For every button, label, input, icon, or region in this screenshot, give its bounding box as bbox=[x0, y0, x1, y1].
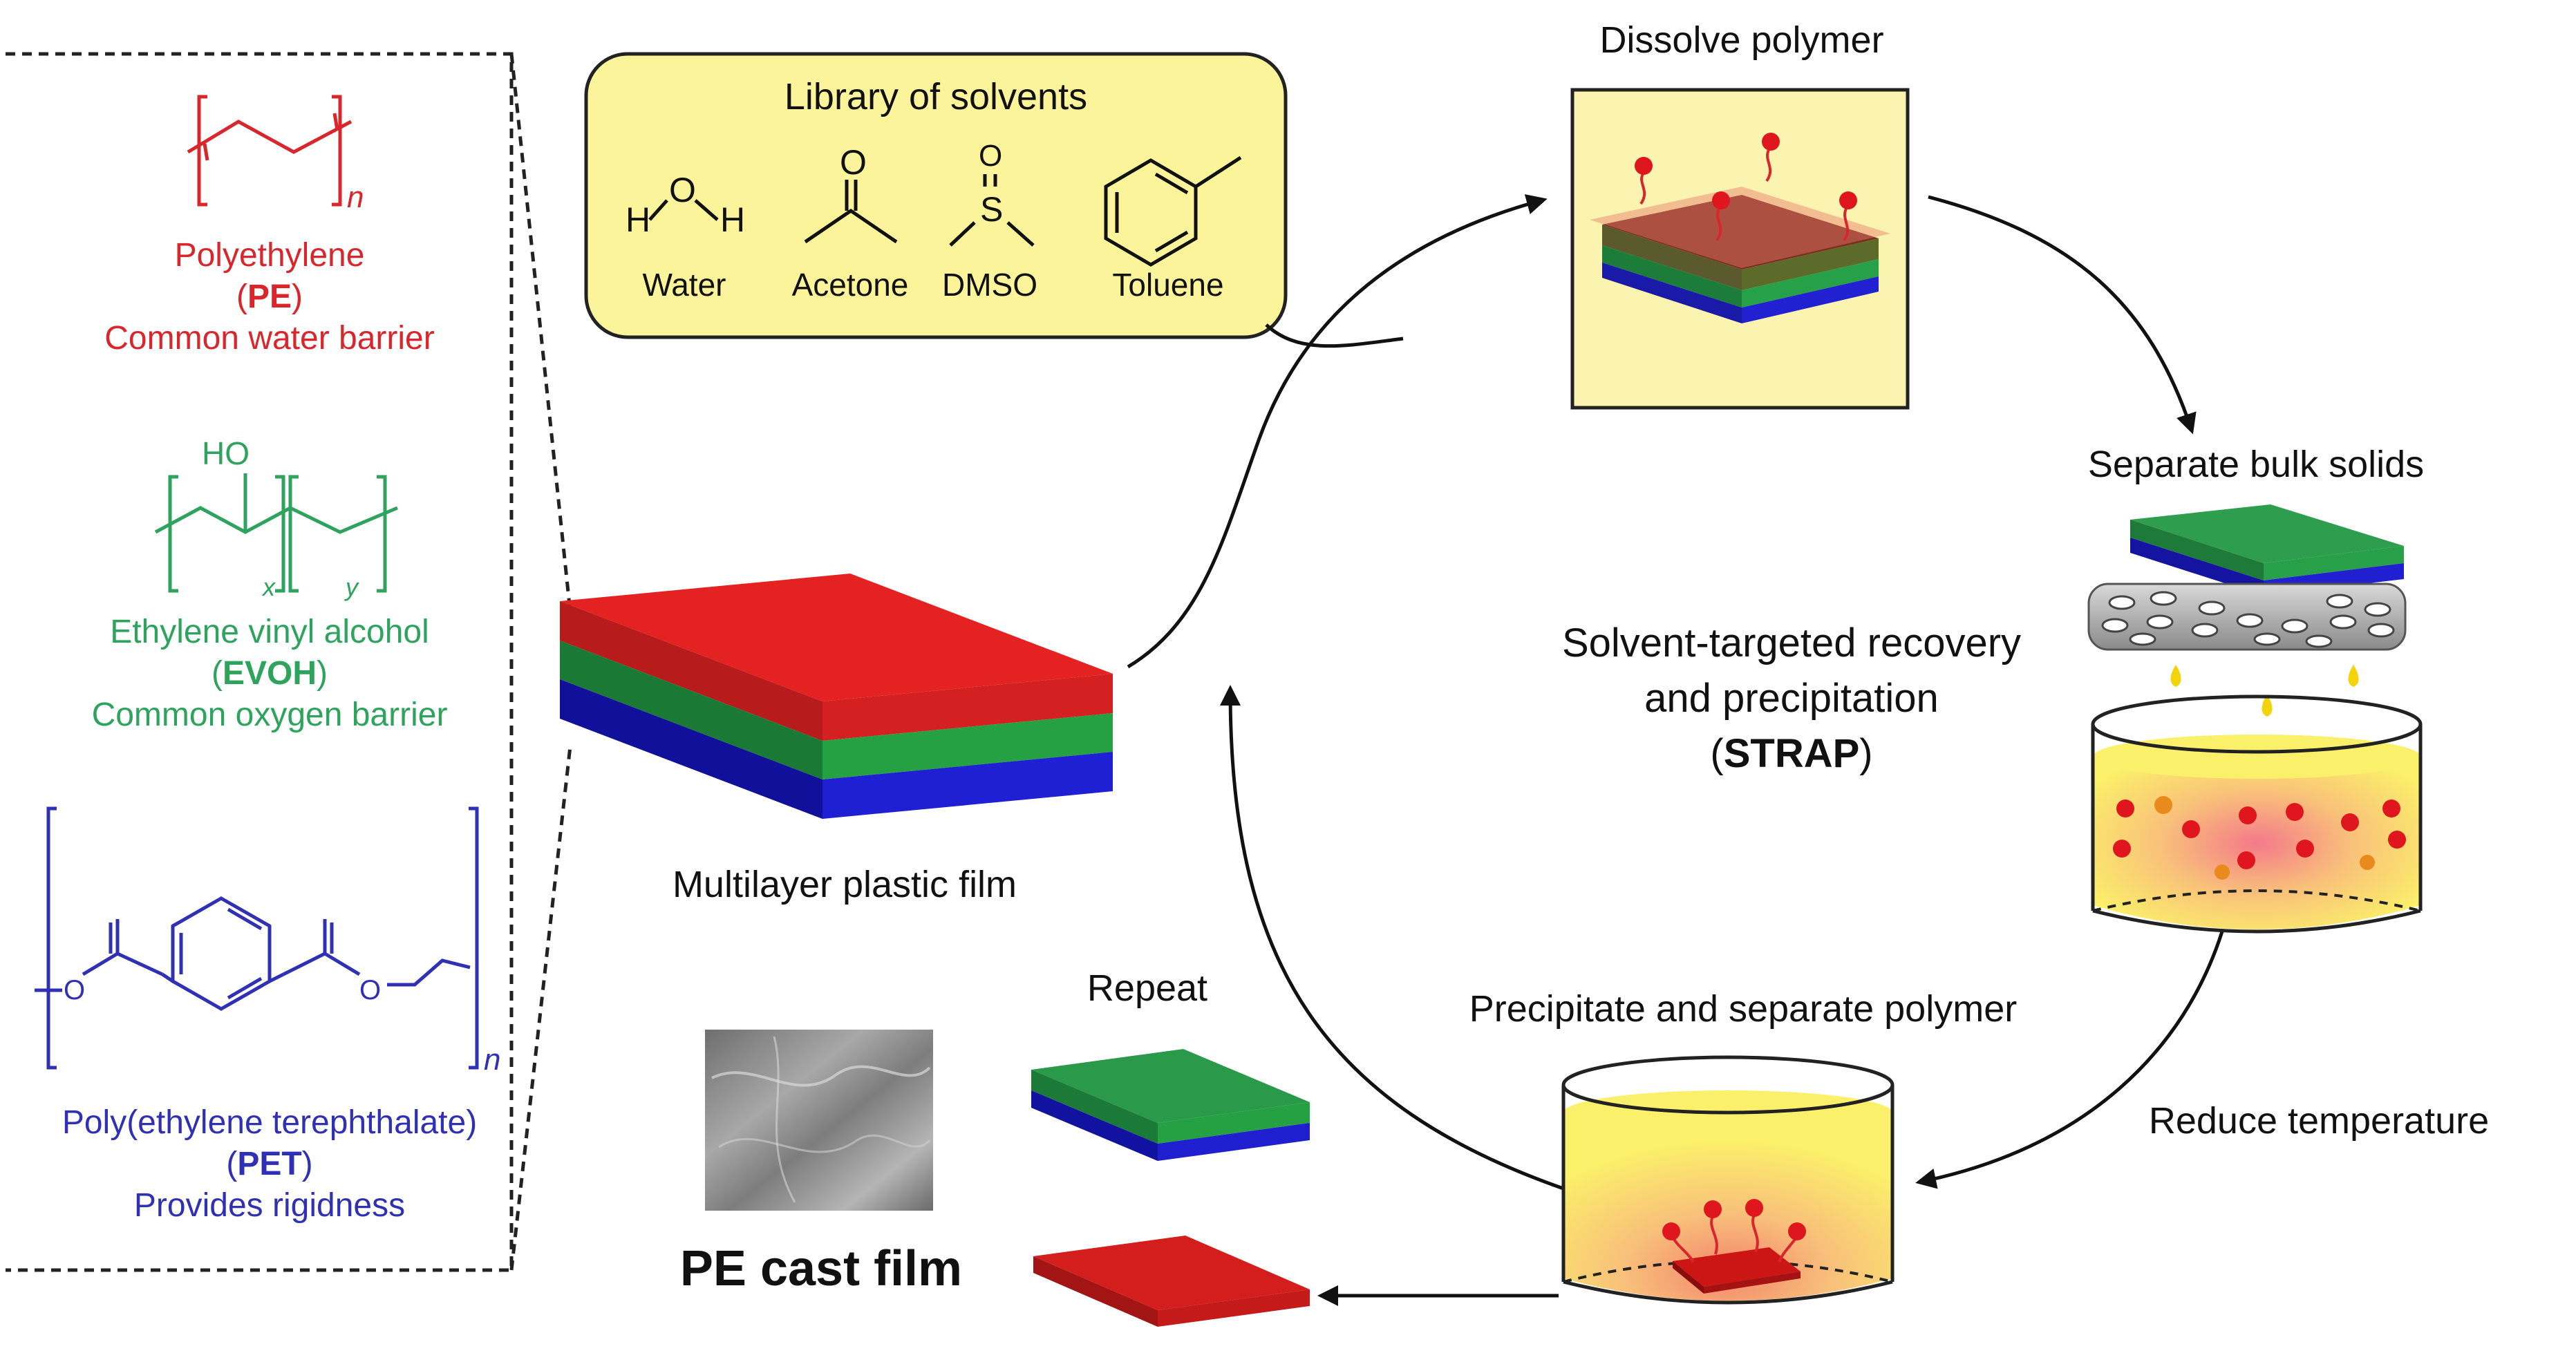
remaining-evoh-pet-film bbox=[1031, 1049, 1310, 1161]
legend-dashed-border bbox=[6, 52, 514, 1272]
strap-line-3: (STRAP) bbox=[1710, 731, 1872, 776]
hot-bath-liquid bbox=[2093, 757, 2420, 929]
polymer-legend-panel: n Polyethylene (PE) Common water barrier… bbox=[6, 52, 572, 1272]
water-label: Water bbox=[643, 267, 726, 303]
evoh-sub-x: x bbox=[261, 573, 276, 601]
pet-oxygen-left: O bbox=[64, 975, 85, 1005]
solvent-library-box bbox=[584, 52, 1288, 339]
arrow-solvent-connector bbox=[1265, 323, 1404, 348]
pe-subscript: n bbox=[347, 180, 364, 214]
strap-line-1: Solvent-targeted recovery bbox=[1562, 621, 2021, 665]
step-separate-label: Separate bulk solids bbox=[2088, 444, 2424, 485]
dmso-label: DMSO bbox=[942, 267, 1037, 303]
arrow-film-to-dissolve bbox=[1127, 194, 1548, 669]
acetone-label: Acetone bbox=[792, 267, 909, 303]
film-label: Multilayer plastic film bbox=[673, 864, 1017, 905]
evoh-abbr-line: (EVOH) bbox=[211, 655, 328, 692]
water-molecule: H O H bbox=[626, 171, 745, 239]
evoh-sub-y: y bbox=[344, 573, 359, 601]
evoh-name: Ethylene vinyl alcohol bbox=[110, 614, 429, 650]
pe-cast-film-label: PE cast film bbox=[680, 1241, 962, 1296]
arrow-reduce-temperature bbox=[1915, 931, 2224, 1189]
solvent-library: Library of solvents H O H Water O Aceton… bbox=[584, 52, 1288, 339]
callout-line-bottom bbox=[509, 746, 572, 1271]
multilayer-film bbox=[560, 574, 1113, 819]
svg-text:S: S bbox=[980, 190, 1003, 229]
svg-text:O: O bbox=[669, 171, 696, 209]
dmso-molecule bbox=[949, 174, 1035, 247]
precipitate-panel bbox=[1561, 1055, 1895, 1305]
evoh-hydroxyl: HO bbox=[202, 435, 250, 471]
dissolving-pe-layer bbox=[1590, 187, 1890, 268]
evoh-structure bbox=[154, 473, 398, 593]
toluene-label: Toluene bbox=[1112, 267, 1223, 303]
recovered-pe-film bbox=[1033, 1236, 1310, 1327]
step-repeat-label: Repeat bbox=[1087, 967, 1207, 1009]
pet-name: Poly(ethylene terephthalate) bbox=[62, 1104, 477, 1141]
separate-panel bbox=[2087, 504, 2423, 934]
cycle-arrows bbox=[1127, 194, 2224, 1306]
evoh-role: Common oxygen barrier bbox=[92, 697, 448, 733]
pe-abbr-line: (PE) bbox=[236, 278, 303, 315]
pet-subscript: n bbox=[484, 1043, 500, 1077]
pe-cast-film-photo bbox=[705, 1030, 933, 1211]
pe-structure bbox=[187, 95, 352, 207]
pe-role: Common water barrier bbox=[104, 320, 434, 357]
dissolve-panel bbox=[1570, 88, 1910, 410]
strap-line-2: and precipitation bbox=[1644, 676, 1939, 721]
svg-text:O: O bbox=[840, 143, 867, 182]
evoh-abbr: EVOH bbox=[223, 655, 317, 692]
svg-text:H: H bbox=[720, 200, 745, 239]
pe-abbr: PE bbox=[247, 278, 292, 315]
step-dissolve-label: Dissolve polymer bbox=[1599, 19, 1883, 61]
svg-text:H: H bbox=[626, 200, 650, 239]
pet-oxygen-right: O bbox=[359, 975, 381, 1005]
step-precipitate-label: Precipitate and separate polymer bbox=[1469, 988, 2017, 1030]
pe-name: Polyethylene bbox=[175, 237, 365, 274]
svg-text:O: O bbox=[979, 139, 1002, 173]
cooled-bath-liquid bbox=[1563, 1113, 1892, 1301]
toluene-molecule bbox=[1104, 155, 1242, 267]
strap-title: Solvent-targeted recovery and precipitat… bbox=[1562, 621, 2021, 776]
arrow-dissolve-to-separate bbox=[1928, 195, 2197, 435]
solvent-library-title: Library of solvents bbox=[784, 76, 1087, 117]
step-reduce-label: Reduce temperature bbox=[2149, 1100, 2489, 1142]
pet-role: Provides rigidness bbox=[134, 1187, 405, 1224]
arrow-precipitate-to-film bbox=[1220, 685, 1564, 1191]
acetone-molecule bbox=[804, 180, 898, 244]
pet-structure bbox=[35, 806, 479, 1070]
pet-abbr: PET bbox=[237, 1146, 301, 1182]
pet-abbr-line: (PET) bbox=[226, 1146, 312, 1182]
callout-line-top bbox=[509, 53, 572, 612]
strap-acronym: STRAP bbox=[1724, 731, 1860, 776]
